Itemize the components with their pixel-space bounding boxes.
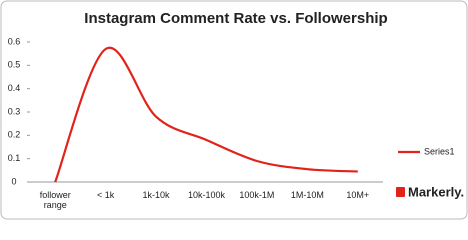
chart-title: Instagram Comment Rate vs. Followership — [84, 10, 387, 27]
chart-container: Instagram Comment Rate vs. Followership … — [0, 0, 468, 220]
x-tick-label: follower range — [39, 190, 71, 210]
y-tick-label: 0.6 — [8, 36, 21, 46]
y-tick-label: 0.5 — [8, 60, 21, 70]
watermark: Markerly. — [408, 184, 464, 199]
y-tick-label: 0.3 — [8, 106, 21, 116]
x-tick-label: 1k-10k — [142, 190, 170, 200]
x-tick-label: 10k-100k — [187, 190, 226, 200]
x-tick-label: < 1k — [97, 190, 115, 200]
chart-border — [0, 0, 468, 220]
y-tick-label: 0 — [11, 176, 16, 186]
y-tick-label: 0.4 — [8, 83, 21, 93]
legend-label: Series1 — [424, 146, 455, 156]
logo-icon — [396, 187, 405, 197]
y-tick-label: 0.2 — [8, 130, 21, 140]
x-tick-label: 10M+ — [346, 190, 370, 200]
x-tick-label: 1M-10M — [290, 190, 324, 200]
series-line — [54, 46, 358, 183]
chart: Instagram Comment Rate vs. Followership … — [0, 0, 468, 220]
y-tick-label: 0.1 — [8, 153, 21, 163]
x-tick-label: 100k-1M — [239, 190, 275, 200]
